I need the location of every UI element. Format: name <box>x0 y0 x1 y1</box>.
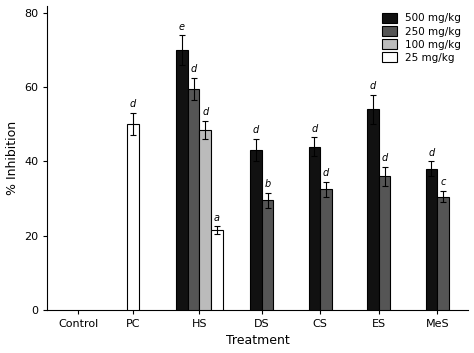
Text: d: d <box>202 107 209 117</box>
Bar <box>200 130 211 310</box>
Text: d: d <box>191 64 197 74</box>
Bar <box>250 150 262 310</box>
Text: b: b <box>264 179 271 189</box>
Bar <box>379 176 391 310</box>
Text: e: e <box>179 22 185 31</box>
Bar <box>188 89 200 310</box>
X-axis label: Treatment: Treatment <box>226 334 290 347</box>
Y-axis label: % Inhibition: % Inhibition <box>6 121 18 195</box>
Text: d: d <box>130 100 136 109</box>
Text: d: d <box>253 125 259 136</box>
Text: a: a <box>214 213 220 223</box>
Bar <box>262 201 273 310</box>
Bar <box>211 230 223 310</box>
Bar <box>127 124 139 310</box>
Bar <box>176 50 188 310</box>
Text: c: c <box>440 178 446 187</box>
Text: d: d <box>382 153 388 163</box>
Text: d: d <box>323 168 329 178</box>
Bar <box>367 109 379 310</box>
Bar <box>309 146 320 310</box>
Bar <box>426 169 437 310</box>
Text: d: d <box>428 148 435 158</box>
Text: d: d <box>311 124 318 133</box>
Legend: 500 mg/kg, 250 mg/kg, 100 mg/kg, 25 mg/kg: 500 mg/kg, 250 mg/kg, 100 mg/kg, 25 mg/k… <box>380 11 463 65</box>
Bar <box>320 189 332 310</box>
Text: d: d <box>370 81 376 91</box>
Bar <box>437 197 449 310</box>
